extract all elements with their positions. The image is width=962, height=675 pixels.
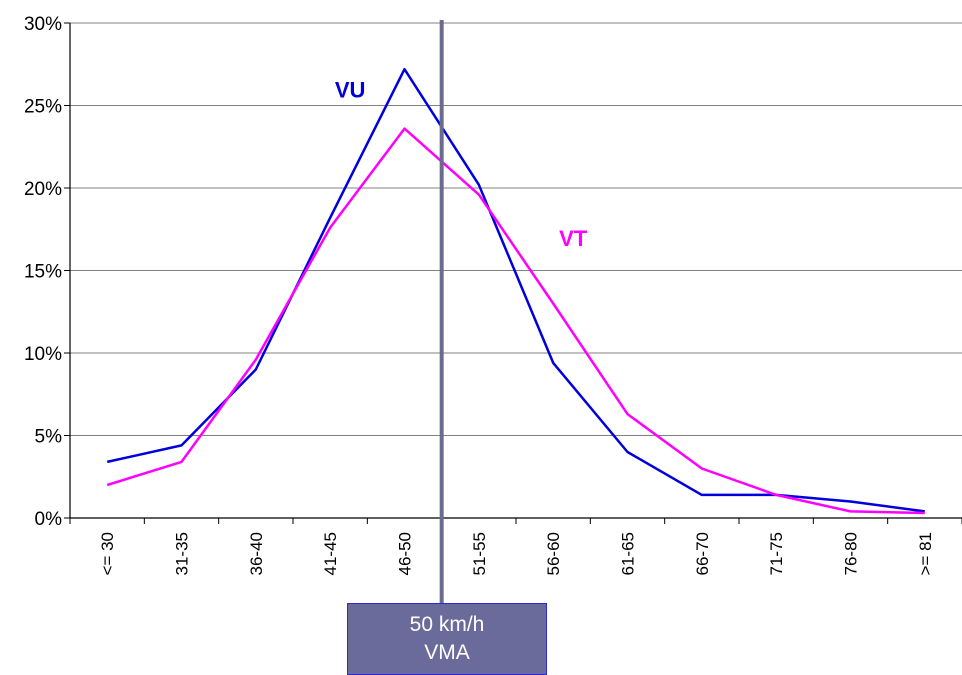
y-tick-label: 5% <box>35 427 63 448</box>
y-axis-ticks: 0% 5% 10% 15% 20% 25% 30% <box>24 14 70 530</box>
vma-abbrev-label: VMA <box>424 641 470 664</box>
vma-annotation-box: 50 km/h VMA <box>347 603 547 675</box>
y-tick-label: 20% <box>24 179 62 200</box>
x-tick-label: 56-60 <box>544 532 563 575</box>
series-labels: VU VT <box>335 77 588 251</box>
y-tick-label: 0% <box>35 509 63 530</box>
series-lines <box>106 67 925 515</box>
series-label-vu: VU <box>335 77 366 102</box>
series-label-vt: VT <box>559 226 588 251</box>
y-tick-label: 25% <box>24 97 62 118</box>
vma-speed-label: 50 km/h <box>409 613 485 636</box>
x-tick-label: 66-70 <box>693 532 712 575</box>
y-tick-label: 30% <box>24 14 62 35</box>
grid-lines <box>70 22 962 436</box>
y-tick-label: 15% <box>24 262 62 283</box>
x-tick-label: 51-55 <box>470 532 489 575</box>
x-axis-ticks: <= 30 31-35 36-40 41-45 46-50 51-55 56-60 61-65… <box>69 518 962 576</box>
x-tick-label: 76-80 <box>842 532 861 575</box>
x-tick-label: 71-75 <box>767 532 786 575</box>
axes <box>69 23 962 519</box>
x-tick-label: 31-35 <box>173 532 192 575</box>
x-tick-label: <= 30 <box>98 532 117 576</box>
series-line-vt <box>106 127 925 515</box>
series-line-vu <box>106 67 925 513</box>
x-tick-label: 46-50 <box>396 532 415 575</box>
y-tick-label: 10% <box>24 344 62 365</box>
x-tick-label: >= 81 <box>916 532 935 576</box>
x-tick-label: 61-65 <box>619 532 638 575</box>
x-tick-label: 41-45 <box>321 532 340 575</box>
x-tick-label: 36-40 <box>247 532 266 575</box>
